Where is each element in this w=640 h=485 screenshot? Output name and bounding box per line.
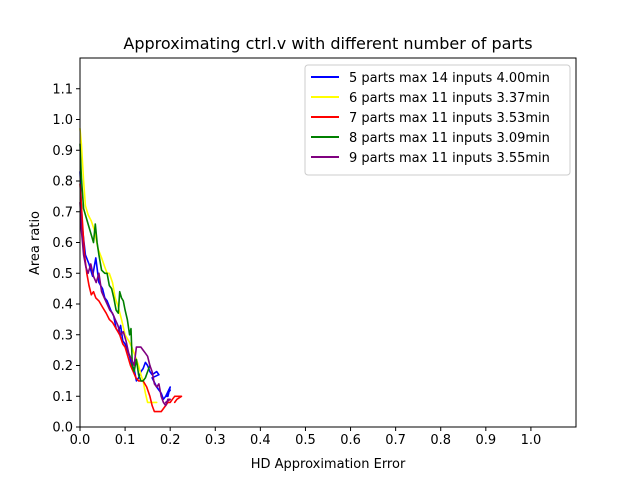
x-axis-label: HD Approximation Error [251, 457, 406, 472]
x-tick-label: 0.5 [295, 433, 316, 448]
x-tick-label: 0.9 [475, 433, 496, 448]
x-tick-label: 0.2 [160, 433, 181, 448]
series-layer [79, 127, 183, 413]
series-line-5 [79, 201, 171, 407]
legend-label-5: 9 parts max 11 inputs 3.55min [349, 151, 550, 166]
y-tick-label: 0.6 [52, 236, 73, 251]
x-tick-label: 0.1 [115, 433, 136, 448]
y-tick-label: 1.1 [52, 82, 73, 97]
y-tick-label: 0.0 [52, 421, 73, 436]
y-axis-label: Area ratio [28, 211, 43, 275]
x-tick-label: 0.4 [250, 433, 271, 448]
y-tick-label: 0.7 [52, 205, 73, 220]
x-tick-label: 0.7 [385, 433, 406, 448]
y-tick-label: 0.3 [52, 328, 73, 343]
series-line-4 [79, 143, 151, 382]
x-tick-label: 0.8 [430, 433, 451, 448]
legend-label-4: 8 parts max 11 inputs 3.09min [349, 131, 550, 146]
y-tick-label: 0.2 [52, 359, 73, 374]
legend: 5 parts max 14 inputs 4.00min 6 parts max… [304, 64, 571, 176]
x-tick-label: 1.0 [521, 433, 542, 448]
chart-title: Approximating ctrl.v with different numb… [123, 34, 532, 53]
legend-label-3: 7 parts max 11 inputs 3.53min [349, 111, 550, 126]
y-tick-label: 0.1 [52, 390, 73, 405]
legend-box [304, 64, 571, 176]
y-tick-label: 0.8 [52, 175, 73, 190]
legend-label-2: 6 parts max 11 inputs 3.37min [349, 91, 550, 106]
y-tick-label: 0.9 [52, 144, 73, 159]
x-tick-label: 0.6 [340, 433, 361, 448]
legend-label-1: 5 parts max 14 inputs 4.00min [349, 71, 550, 86]
y-tick-label: 0.5 [52, 267, 73, 282]
axes-layer: 0.0 0.1 0.2 0.3 0.4 0.5 0.6 0.7 0.8 0.9 1.0 0.0 0.1 0… [52, 57, 577, 448]
x-tick-label: 0.3 [205, 433, 226, 448]
y-tick-label: 0.4 [52, 298, 73, 313]
y-tick-label: 1.0 [52, 113, 73, 128]
x-tick-label: 0.0 [70, 433, 91, 448]
series-line-3 [79, 183, 183, 413]
